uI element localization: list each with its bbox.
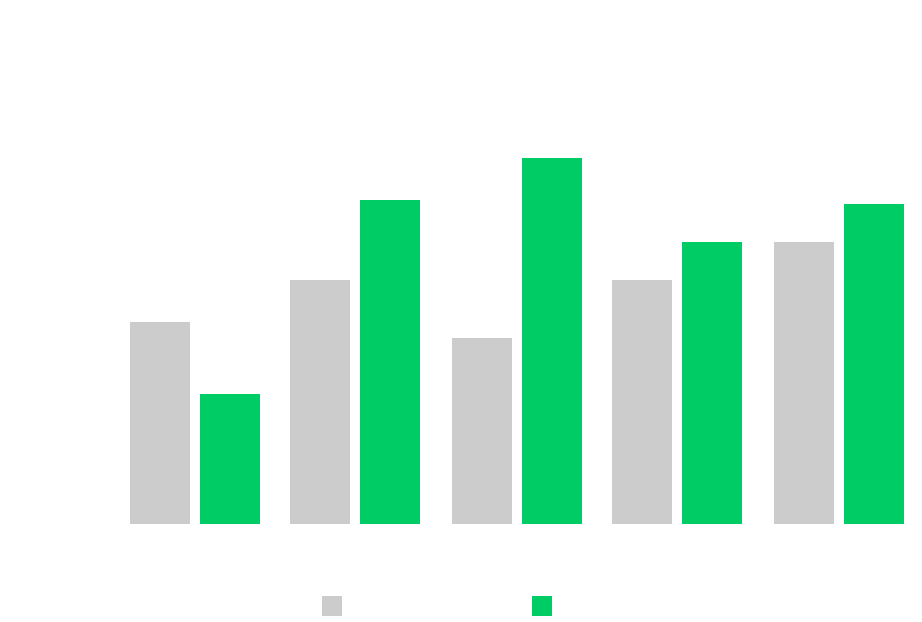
bar-series-2-category-5 [844,204,904,524]
bar-series-2-category-1 [200,394,260,524]
bar-series-2-category-4 [682,242,742,524]
legend-swatch-series-1 [322,596,342,616]
legend [322,596,552,616]
bar-series-1-category-2 [290,280,350,524]
bar-series-2-category-3 [522,158,582,524]
bar-series-2-category-2 [360,200,420,524]
bar-series-1-category-5 [774,242,834,524]
bar-series-1-category-4 [612,280,672,524]
bars-layer [130,158,904,524]
legend-swatch-series-2 [532,596,552,616]
bar-series-1-category-1 [130,322,190,524]
bar-series-1-category-3 [452,338,512,524]
